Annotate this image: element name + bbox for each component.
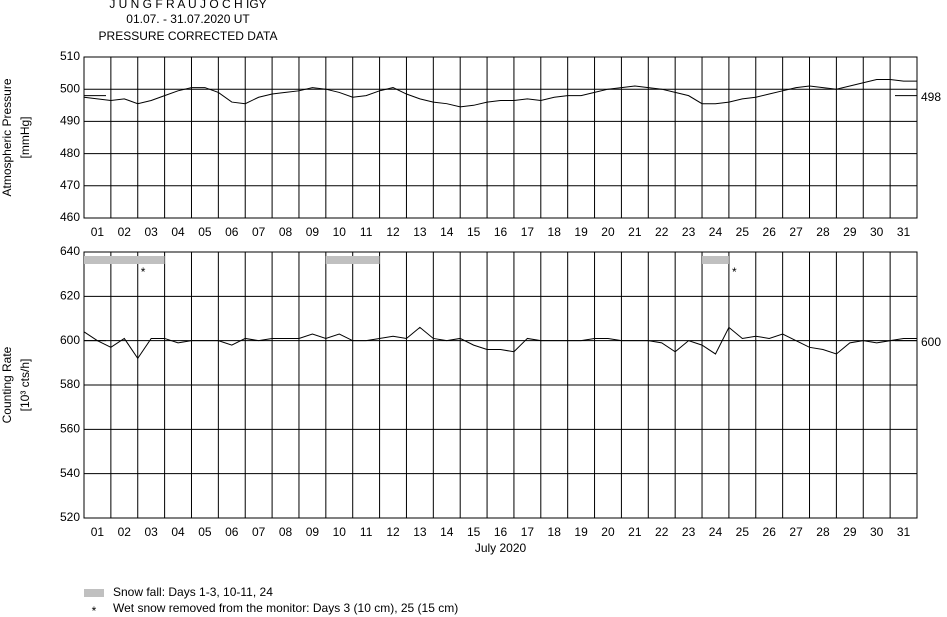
x-tick-label: 09 — [306, 525, 320, 539]
x-tick-label: 13 — [413, 525, 427, 539]
x-tick-label: 01 — [91, 525, 105, 539]
y-tick-label: 560 — [60, 422, 80, 436]
subtitle: PRESSURE CORRECTED DATA — [99, 29, 278, 43]
legend-label: Snow fall: Days 1-3, 10-11, 24 — [113, 585, 273, 599]
y-tick-label: 580 — [60, 377, 80, 391]
x-tick-label: 04 — [171, 225, 185, 239]
x-tick-label: 24 — [709, 525, 723, 539]
x-tick-label: 07 — [252, 525, 266, 539]
x-tick-label: 19 — [574, 225, 588, 239]
x-tick-label: 23 — [682, 525, 696, 539]
x-tick-label: 18 — [548, 525, 562, 539]
x-tick-label: 12 — [386, 225, 400, 239]
x-tick-label: 28 — [816, 225, 830, 239]
x-tick-label: 30 — [870, 525, 884, 539]
x-tick-label: 06 — [225, 525, 239, 539]
x-tick-label: 11 — [360, 525, 373, 539]
x-tick-label: 02 — [118, 225, 132, 239]
x-tick-label: 26 — [763, 525, 777, 539]
x-tick-label: 09 — [306, 225, 320, 239]
x-tick-label: 28 — [816, 525, 830, 539]
data-line — [83, 79, 917, 108]
x-tick-label: 07 — [252, 225, 266, 239]
plot-frame — [83, 56, 918, 219]
x-tick-label: 12 — [386, 525, 400, 539]
x-tick-label: 17 — [521, 225, 535, 239]
x-tick-label: 30 — [870, 225, 884, 239]
x-tick-label: 26 — [763, 225, 777, 239]
y-axis-label: [mmHg] — [18, 117, 32, 159]
wet-snow-marker: * — [732, 265, 737, 279]
y-tick-label: 500 — [60, 81, 80, 95]
x-tick-label: 16 — [494, 525, 508, 539]
x-tick-label: 20 — [601, 525, 615, 539]
x-tick-label: 21 — [628, 225, 642, 239]
snow-bar — [702, 256, 729, 264]
y-tick-label: 640 — [60, 244, 80, 258]
x-tick-label: 29 — [843, 225, 857, 239]
x-tick-label: 03 — [144, 525, 158, 539]
x-tick-label: 14 — [440, 225, 454, 239]
x-tick-label: 15 — [467, 525, 481, 539]
y-tick-label: 540 — [60, 466, 80, 480]
x-tick-label: 14 — [440, 525, 454, 539]
y-tick-label: 480 — [60, 146, 80, 160]
x-tick-label: 05 — [198, 225, 212, 239]
y-axis-label: Atmospheric Pressure — [0, 78, 14, 196]
legend-swatch — [84, 589, 104, 597]
y-tick-label: 620 — [60, 289, 80, 303]
y-axis-label: Counting Rate — [0, 346, 14, 423]
x-tick-label: 25 — [736, 525, 750, 539]
y-tick-label: 490 — [60, 114, 80, 128]
x-tick-label: 27 — [789, 525, 803, 539]
x-tick-label: 16 — [494, 225, 508, 239]
y-tick-label: 460 — [60, 210, 80, 224]
x-tick-label: 27 — [789, 225, 803, 239]
y-tick-label: 470 — [60, 178, 80, 192]
x-tick-label: 29 — [843, 525, 857, 539]
x-tick-label: 19 — [574, 525, 588, 539]
x-tick-label: 11 — [360, 225, 373, 239]
x-tick-label: 10 — [333, 525, 347, 539]
x-tick-label: 22 — [655, 225, 669, 239]
wet-snow-marker: * — [141, 265, 146, 279]
legend-symbol: * — [92, 604, 97, 617]
title: J U N G F R A U J O C H IGY — [109, 0, 266, 11]
x-tick-label: 13 — [413, 225, 427, 239]
x-tick-label: 02 — [118, 525, 132, 539]
y-tick-label: 510 — [60, 49, 80, 63]
x-tick-label: 10 — [333, 225, 347, 239]
x-tick-label: 18 — [548, 225, 562, 239]
x-tick-label: 22 — [655, 525, 669, 539]
x-tick-label: 01 — [91, 225, 105, 239]
x-tick-label: 03 — [144, 225, 158, 239]
x-tick-label: 20 — [601, 225, 615, 239]
x-tick-label: 08 — [279, 525, 293, 539]
reference-label: 600 — [921, 335, 941, 349]
snow-bar — [84, 256, 165, 264]
x-tick-label: 05 — [198, 525, 212, 539]
y-tick-label: 600 — [60, 333, 80, 347]
legend-label: Wet snow removed from the monitor: Days … — [113, 601, 458, 615]
x-tick-label: 31 — [897, 525, 911, 539]
x-tick-label: 25 — [736, 225, 750, 239]
y-tick-label: 520 — [60, 510, 80, 524]
y-axis-label: [10³ cts/h] — [18, 359, 32, 412]
x-tick-label: 04 — [171, 525, 185, 539]
data-line — [83, 326, 917, 360]
x-tick-label: 23 — [682, 225, 696, 239]
x-axis-label: July 2020 — [475, 541, 527, 555]
x-tick-label: 06 — [225, 225, 239, 239]
x-tick-label: 31 — [897, 225, 911, 239]
reference-label: 498 — [921, 90, 941, 104]
period: 01.07. - 31.07.2020 UT — [126, 12, 250, 26]
x-tick-label: 24 — [709, 225, 723, 239]
snow-bar — [325, 256, 380, 264]
x-tick-label: 21 — [628, 525, 642, 539]
x-tick-label: 15 — [467, 225, 481, 239]
x-tick-label: 08 — [279, 225, 293, 239]
x-tick-label: 17 — [521, 525, 535, 539]
